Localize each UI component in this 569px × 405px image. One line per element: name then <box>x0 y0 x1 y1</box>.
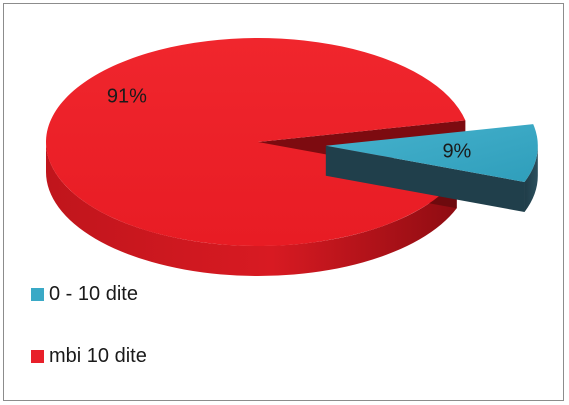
pie-slice-wall-0-10-dite <box>325 145 525 212</box>
legend-label: mbi 10 dite <box>49 345 147 367</box>
legend-swatch-mbi-10-dite <box>31 350 44 363</box>
data-label-0-10-dite: 9% <box>442 140 471 162</box>
data-label-mbi-10-dite: 91% <box>107 85 147 107</box>
legend-swatch-0-10-dite <box>31 288 44 301</box>
pie-slice-mbi-10-dite <box>46 38 466 247</box>
pie-slice-side-0-10-dite <box>524 145 538 212</box>
pie-slice-0-10-dite <box>325 124 538 182</box>
legend-item-mbi-10-dite: mbi 10 dite <box>31 345 147 368</box>
pie-slice-side-mbi-10-dite <box>46 142 457 277</box>
legend-item-0-10-dite: 0 - 10 dite <box>31 283 138 306</box>
legend-label: 0 - 10 dite <box>49 283 138 305</box>
